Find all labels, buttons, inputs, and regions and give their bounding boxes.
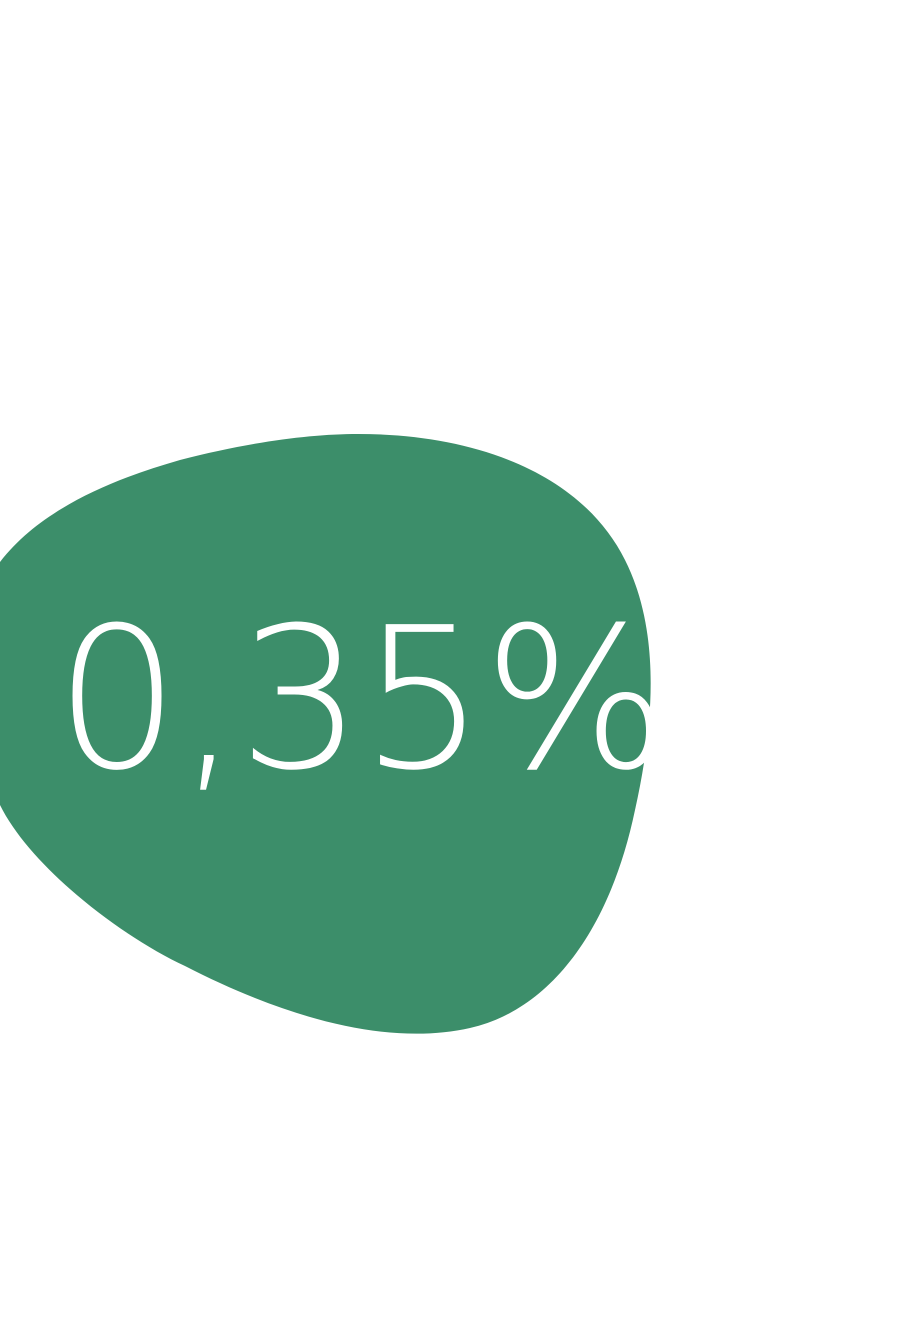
percentage-value: 0,35% — [55, 586, 670, 814]
